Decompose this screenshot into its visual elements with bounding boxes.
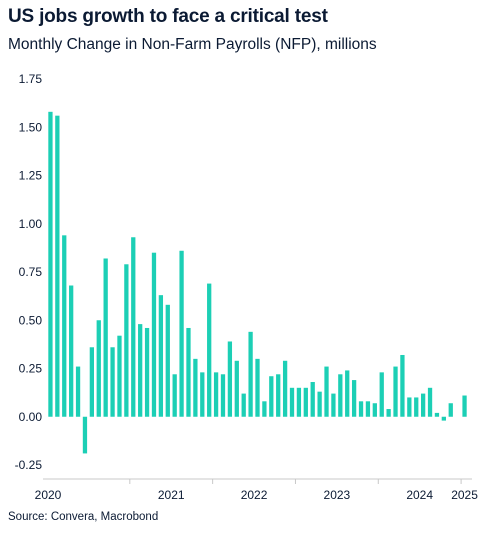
bar [255, 358, 260, 417]
bar [393, 366, 398, 417]
bar [282, 360, 288, 417]
y-tick-label: 0.00 [19, 410, 43, 424]
bar [379, 372, 384, 417]
bar [165, 304, 170, 417]
y-axis-tick-labels: 1.75 1.50 1.25 1.00 0.75 0.50 0.25 0.00 -0.25 [15, 72, 43, 472]
bar [400, 354, 405, 417]
bar [414, 397, 419, 417]
bar [179, 250, 184, 417]
bar [186, 327, 191, 417]
bar [303, 387, 308, 417]
bar [338, 374, 343, 417]
bar [434, 412, 440, 417]
chart-title: US jobs growth to face a critical test [8, 6, 328, 27]
bar [269, 376, 274, 417]
bar [227, 341, 233, 417]
source-note: Source: Convera, Macrobond [8, 511, 159, 523]
bar [345, 370, 350, 417]
bar [103, 258, 108, 417]
x-axis-ticks: 2020 2021 2022 2023 2024 2025 [35, 479, 478, 502]
y-tick-label: -0.25 [15, 458, 43, 472]
bar [289, 387, 295, 417]
bar [131, 237, 136, 417]
bar [365, 401, 371, 417]
bar [331, 393, 336, 417]
bar [75, 366, 81, 417]
bar [358, 401, 364, 417]
bar [276, 374, 281, 417]
y-tick-label: 1.75 [19, 72, 43, 86]
y-tick-label: 1.25 [19, 169, 43, 183]
bar-series [48, 111, 467, 454]
bar [89, 347, 94, 417]
bar [248, 331, 253, 417]
x-tick-label: 2021 [158, 488, 185, 502]
bar [220, 374, 226, 417]
bar [207, 283, 212, 417]
y-tick-label: 0.50 [19, 313, 43, 327]
bar [62, 235, 67, 417]
bar [351, 380, 357, 417]
bar [462, 395, 467, 417]
bar [427, 387, 433, 417]
bar [172, 374, 177, 417]
bar [69, 285, 74, 417]
y-tick-label: 1.00 [19, 217, 43, 231]
x-tick-label: 2020 [35, 488, 62, 502]
bar [241, 393, 246, 417]
bar [144, 327, 150, 417]
bar [296, 387, 302, 417]
y-tick-label: 0.75 [19, 265, 43, 279]
bar [372, 403, 377, 417]
bar [448, 403, 453, 417]
bar [110, 347, 115, 417]
bar [317, 391, 322, 417]
bar [124, 264, 129, 417]
chart-subtitle: Monthly Change in Non-Farm Payrolls (NFP… [8, 36, 377, 53]
bar [193, 358, 198, 417]
bar [96, 320, 101, 417]
x-tick-label: 2022 [241, 488, 268, 502]
bar [117, 335, 122, 417]
bar [158, 295, 164, 417]
bar [262, 401, 267, 417]
bar [324, 366, 329, 417]
y-tick-label: 1.50 [19, 120, 43, 134]
bar [407, 397, 412, 417]
x-tick-label: 2025 [451, 488, 478, 502]
bar [234, 360, 239, 417]
bar [386, 409, 391, 417]
x-tick-label: 2024 [406, 488, 433, 502]
bar [441, 416, 446, 421]
bar [213, 372, 219, 417]
bar [55, 115, 60, 417]
x-tick-label: 2023 [324, 488, 351, 502]
bar [151, 252, 157, 417]
bar [82, 416, 88, 454]
bar [421, 393, 426, 417]
bar [48, 111, 53, 417]
bar [200, 372, 205, 417]
y-tick-label: 0.25 [19, 362, 43, 376]
bar [138, 324, 143, 417]
bar [310, 382, 315, 417]
